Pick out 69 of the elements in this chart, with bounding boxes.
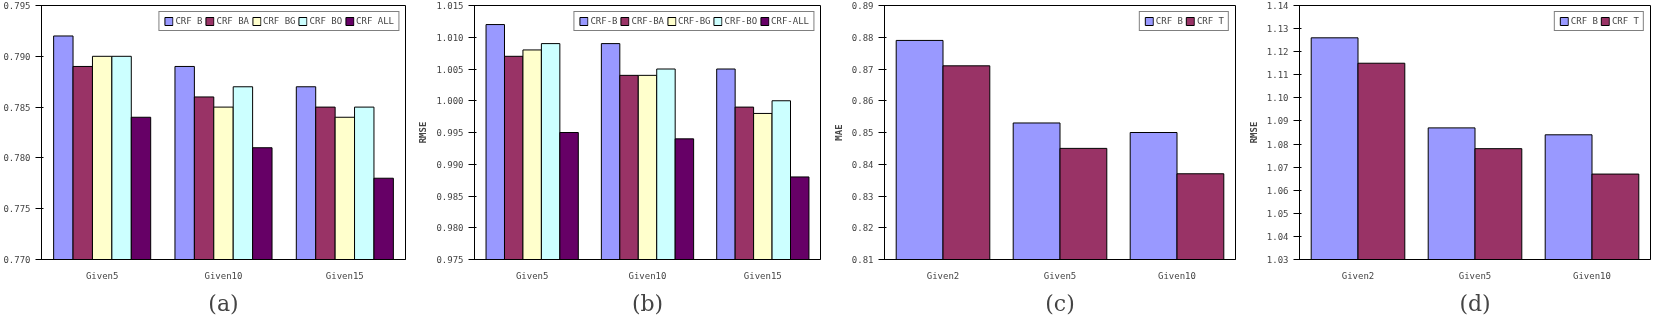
y-tick-label: 0.86 — [851, 96, 874, 107]
y-tick-label: 0.995 — [436, 128, 464, 138]
legend-label: CRF T — [1196, 16, 1224, 26]
y-tick-label: 1.10 — [1266, 93, 1289, 104]
y-tick-label: 0.87 — [851, 64, 874, 75]
y-tick-label: 1.06 — [1266, 185, 1289, 196]
y-tick-label: 1.04 — [1266, 231, 1289, 242]
text: (d) — [1459, 290, 1491, 316]
y-tick-label: 0.775 — [3, 204, 31, 215]
y-tick-label: 0.82 — [851, 223, 874, 234]
y-tick-label: 0.85 — [851, 128, 874, 138]
legend-label: CRF B — [1155, 16, 1183, 26]
x-tick-label: Given2 — [926, 270, 960, 281]
y-tick-label: 1.13 — [1266, 24, 1289, 35]
y-tick-label: 0.980 — [436, 223, 464, 234]
legend-label: CRF-BO — [724, 16, 758, 26]
y-tick-label: 1.07 — [1266, 162, 1289, 173]
y-tick-label: 1.11 — [1266, 70, 1289, 81]
y-tick-label: 0.84 — [851, 159, 874, 170]
y-tick-label: 1.005 — [436, 64, 464, 75]
legend-label: CRF-BA — [631, 16, 665, 26]
y-tick-label: 1.12 — [1266, 47, 1289, 58]
x-tick-label: Given5 — [85, 270, 119, 281]
y-tick-label: 1.08 — [1266, 139, 1289, 150]
y-axis-title: RMSE — [418, 121, 429, 144]
y-tick-label: 0.770 — [3, 255, 31, 265]
y-tick-label: 0.990 — [436, 159, 464, 170]
y-tick-label: 1.015 — [436, 1, 464, 11]
legend-label: CRF T — [1611, 16, 1639, 26]
x-tick-label: Given5 — [1458, 270, 1492, 281]
legend-label: CRF BG — [263, 16, 296, 26]
legend-label: CRF B — [1570, 16, 1598, 26]
y-tick-label: 1.010 — [436, 32, 464, 43]
y-tick-label: 1.05 — [1266, 208, 1289, 219]
legend-label: CRF-B — [590, 16, 618, 26]
y-tick-label: 1.14 — [1266, 1, 1289, 11]
x-tick-label: Given15 — [743, 270, 782, 281]
x-tick-label: Given10 — [1573, 270, 1611, 281]
text: (b) — [631, 290, 664, 316]
y-tick-label: 1.03 — [1266, 255, 1289, 265]
legend-label: CRF BA — [216, 16, 250, 26]
y-tick-label: 1.000 — [436, 96, 464, 107]
legend-label: CRF-BG — [678, 16, 711, 26]
x-tick-label: Given10 — [628, 270, 667, 281]
y-tick-label: 0.790 — [3, 51, 31, 62]
x-tick-label: Given5 — [1043, 270, 1077, 281]
x-tick-label: Given5 — [515, 270, 549, 281]
x-tick-label: Given2 — [1341, 270, 1375, 281]
legend-label: CRF-ALL — [771, 16, 809, 26]
y-tick-label: 1.09 — [1266, 116, 1289, 127]
y-axis-title: MAE — [833, 124, 844, 141]
y-tick-label: 0.88 — [851, 32, 874, 43]
y-tick-label: 0.83 — [851, 191, 874, 202]
text: (c) — [1045, 290, 1075, 316]
y-tick-label: 0.795 — [3, 1, 31, 11]
y-tick-label: 0.89 — [851, 1, 874, 11]
y-tick-label: 0.785 — [3, 102, 31, 113]
x-tick-label: Given15 — [325, 270, 364, 281]
legend-label: CRF B — [175, 16, 203, 26]
y-axis-title: RMSE — [1248, 121, 1259, 144]
text: (a) — [208, 290, 239, 316]
legend-label: CRF ALL — [356, 16, 394, 26]
y-tick-label: 0.780 — [3, 153, 31, 164]
y-tick-label: 0.81 — [851, 255, 874, 265]
x-tick-label: Given10 — [204, 270, 243, 281]
legend-label: CRF BO — [309, 16, 343, 26]
y-tick-label: 0.975 — [436, 255, 464, 265]
x-tick-label: Given10 — [1158, 270, 1196, 281]
y-tick-label: 0.985 — [436, 191, 464, 202]
